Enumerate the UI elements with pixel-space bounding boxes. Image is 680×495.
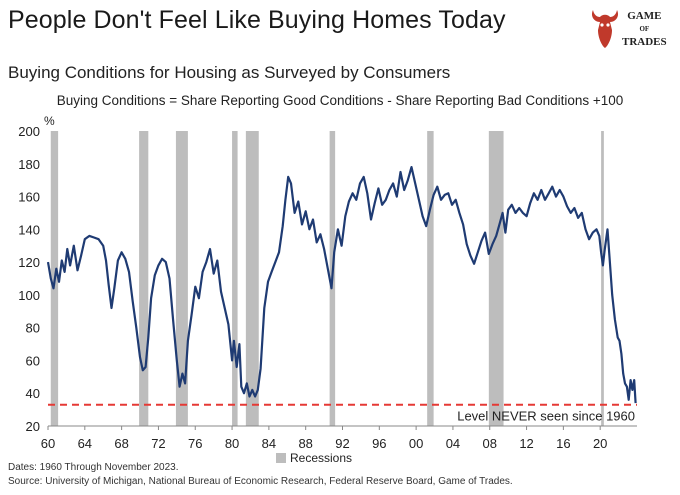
y-tick-label: 100 bbox=[18, 288, 40, 303]
logo: GAME OF TRADES bbox=[588, 4, 678, 50]
x-tick-label: 92 bbox=[335, 436, 349, 451]
recession-band bbox=[245, 131, 259, 426]
x-tick-label: 76 bbox=[188, 436, 202, 451]
x-tick-label: 60 bbox=[41, 436, 55, 451]
logo-line-1: GAME bbox=[627, 10, 662, 22]
y-tick-label: 80 bbox=[26, 321, 40, 336]
x-tick-label: 64 bbox=[78, 436, 92, 451]
y-tick-label: 160 bbox=[18, 190, 40, 205]
x-tick-label: 72 bbox=[151, 436, 165, 451]
y-tick-label: 20 bbox=[26, 419, 40, 434]
x-tick-label: 12 bbox=[519, 436, 533, 451]
chart-title: People Don't Feel Like Buying Homes Toda… bbox=[8, 6, 506, 34]
threshold-label: Level NEVER seen since 1960 bbox=[457, 409, 635, 424]
x-tick-label: 00 bbox=[409, 436, 423, 451]
x-tick-label: 80 bbox=[225, 436, 239, 451]
y-axis-unit: % bbox=[44, 114, 55, 128]
logo-line-3: TRADES bbox=[622, 36, 667, 48]
legend: Recessions bbox=[276, 451, 352, 465]
x-tick-label: 96 bbox=[372, 436, 386, 451]
y-tick-label: 180 bbox=[18, 157, 40, 172]
x-tick-label: 16 bbox=[556, 436, 570, 451]
recession-band bbox=[488, 131, 504, 426]
logo-text: GAME OF TRADES bbox=[622, 10, 667, 49]
y-tick-label: 200 bbox=[18, 124, 40, 139]
y-tick-label: 60 bbox=[26, 353, 40, 368]
logo-line-2: OF bbox=[639, 25, 650, 33]
y-tick-label: 40 bbox=[26, 386, 40, 401]
chart-subtitle: Buying Conditions for Housing as Surveye… bbox=[8, 63, 451, 82]
x-tick-label: 04 bbox=[446, 436, 460, 451]
recession-band bbox=[175, 131, 188, 426]
y-tick-label: 140 bbox=[18, 222, 40, 237]
recession-band bbox=[232, 131, 238, 426]
recession-swatch bbox=[276, 453, 286, 463]
footnote-source: Source: University of Michigan, National… bbox=[8, 476, 513, 487]
footnote-dates: Dates: 1960 Through November 2023. bbox=[8, 462, 179, 473]
x-tick-label: 20 bbox=[593, 436, 607, 451]
series-line-buying-conditions bbox=[46, 166, 637, 404]
formula-note: Buying Conditions = Share Reporting Good… bbox=[56, 93, 624, 108]
x-tick-label: 08 bbox=[483, 436, 497, 451]
x-tick-label: 68 bbox=[114, 436, 128, 451]
x-tick-label: 84 bbox=[262, 436, 276, 451]
recession-band bbox=[139, 131, 149, 426]
bull-head-icon bbox=[591, 10, 619, 48]
legend-label: Recessions bbox=[290, 451, 353, 465]
y-tick-label: 120 bbox=[18, 255, 40, 270]
recession-band bbox=[601, 131, 604, 426]
x-tick-label: 88 bbox=[298, 436, 312, 451]
recession-band bbox=[427, 131, 434, 426]
